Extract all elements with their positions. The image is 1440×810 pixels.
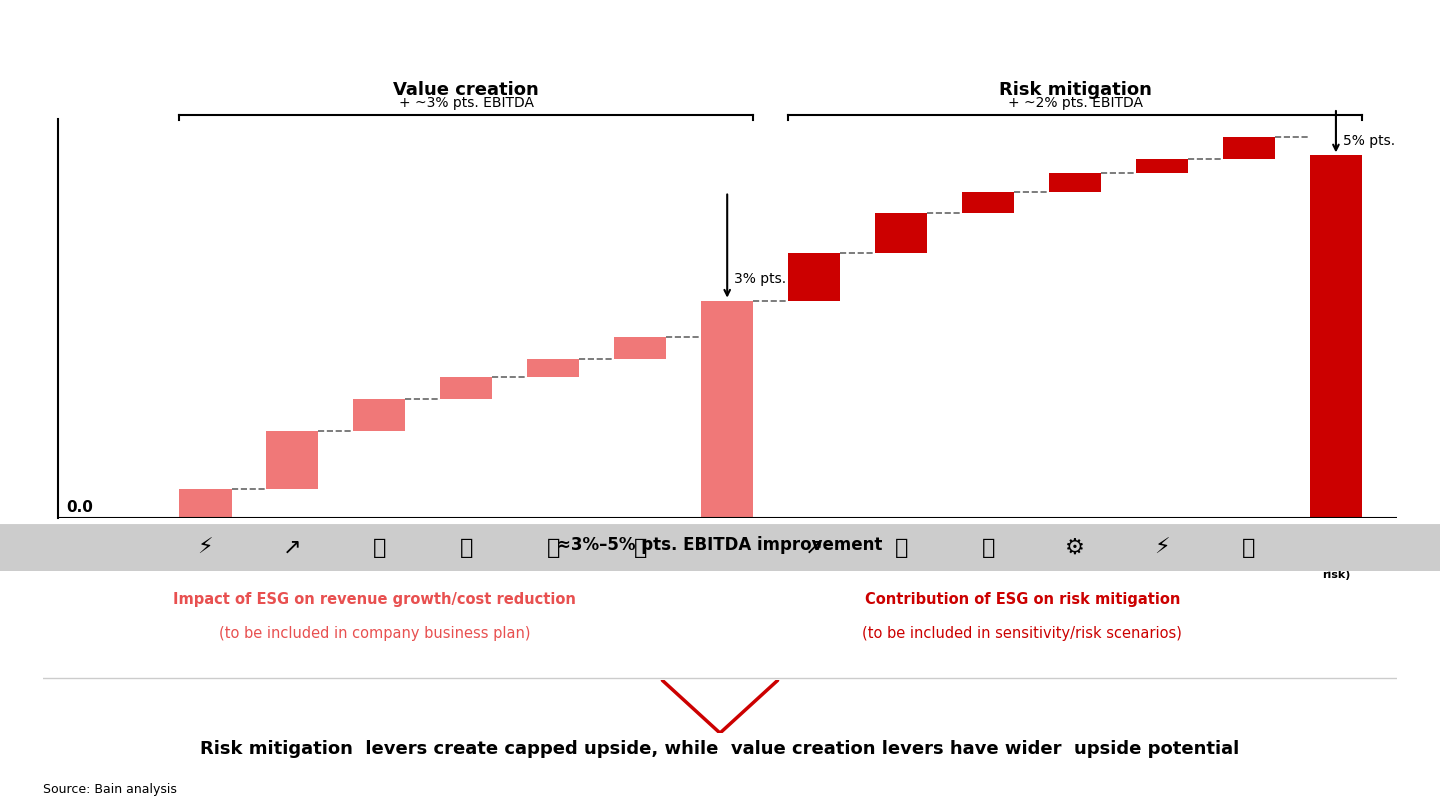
Bar: [701, 301, 753, 518]
Text: ⚙: ⚙: [1066, 538, 1086, 557]
Text: Contribution of ESG on risk mitigation: Contribution of ESG on risk mitigation: [864, 592, 1181, 607]
Text: ⚡: ⚡: [1155, 538, 1169, 557]
Text: Raw
materials: Raw materials: [527, 535, 579, 556]
Bar: [788, 254, 841, 301]
Bar: [1223, 137, 1274, 159]
Text: GHG: GHG: [367, 535, 392, 545]
Text: 5% pts.: 5% pts.: [1344, 134, 1395, 147]
Text: Water: Water: [624, 535, 657, 545]
Text: Revenue
growth: Revenue growth: [268, 535, 317, 556]
Text: 🗑: 🗑: [982, 538, 995, 557]
Text: Δ EBITDA
ESG adj.
(value): Δ EBITDA ESG adj. (value): [698, 535, 756, 569]
Text: Impact of ESG on revenue growth/cost reduction: Impact of ESG on revenue growth/cost red…: [173, 592, 576, 607]
Text: Labor: Labor: [1060, 535, 1090, 545]
Text: Raw
materials
price: Raw materials price: [1223, 535, 1276, 569]
Text: ⛏: ⛏: [1243, 538, 1256, 557]
Bar: [962, 192, 1014, 213]
Text: 🏭: 🏭: [373, 538, 386, 557]
Bar: [180, 489, 232, 518]
Text: (to be included in sensitivity/risk scenarios): (to be included in sensitivity/risk scen…: [863, 626, 1182, 642]
Text: GHG
price: GHG price: [887, 535, 914, 556]
Text: + ~2% pts. EBITDA: + ~2% pts. EBITDA: [1008, 96, 1142, 110]
Text: Waste
price: Waste price: [971, 535, 1005, 556]
Text: 💧: 💧: [634, 538, 647, 557]
Polygon shape: [0, 524, 1440, 587]
Text: ↗: ↗: [805, 538, 824, 557]
Bar: [353, 399, 406, 431]
Text: Δ EBITDA
ESG adj.
(value +
risk): Δ EBITDA ESG adj. (value + risk): [1308, 535, 1365, 580]
Text: ⚡: ⚡: [197, 538, 213, 557]
Text: 🗑: 🗑: [459, 538, 472, 557]
Text: Energy
price: Energy price: [1142, 535, 1182, 556]
Text: Risk mitigation  levers create capped upside, while  value creation levers have : Risk mitigation levers create capped ups…: [200, 740, 1240, 758]
Bar: [527, 359, 579, 377]
Bar: [613, 337, 667, 359]
Text: ↗: ↗: [284, 538, 302, 557]
Text: 3% pts.: 3% pts.: [734, 271, 786, 286]
Bar: [876, 213, 927, 254]
Text: ⛏: ⛏: [547, 538, 560, 557]
Bar: [266, 431, 318, 489]
Bar: [1048, 173, 1102, 192]
Text: (to be included in company business plan): (to be included in company business plan…: [219, 626, 530, 642]
Bar: [1310, 156, 1362, 518]
Text: + ~3% pts. EBITDA: + ~3% pts. EBITDA: [399, 96, 534, 110]
Text: Waste: Waste: [449, 535, 484, 545]
Text: Energy: Energy: [186, 535, 225, 545]
Text: ≈3%–5% pts. EBITDA improvement: ≈3%–5% pts. EBITDA improvement: [557, 536, 883, 554]
Text: Risk mitigation: Risk mitigation: [998, 81, 1152, 99]
Text: Value creation: Value creation: [393, 81, 539, 99]
Text: Avoided
revenue
loss: Avoided revenue loss: [791, 535, 837, 569]
Text: 🏭: 🏭: [894, 538, 907, 557]
Text: Source: Bain analysis: Source: Bain analysis: [43, 783, 177, 796]
Text: 0.0: 0.0: [66, 500, 94, 515]
Bar: [1136, 159, 1188, 173]
Bar: [441, 377, 492, 399]
Text: 2025
Base
Case: 2025 Base Case: [104, 535, 132, 569]
